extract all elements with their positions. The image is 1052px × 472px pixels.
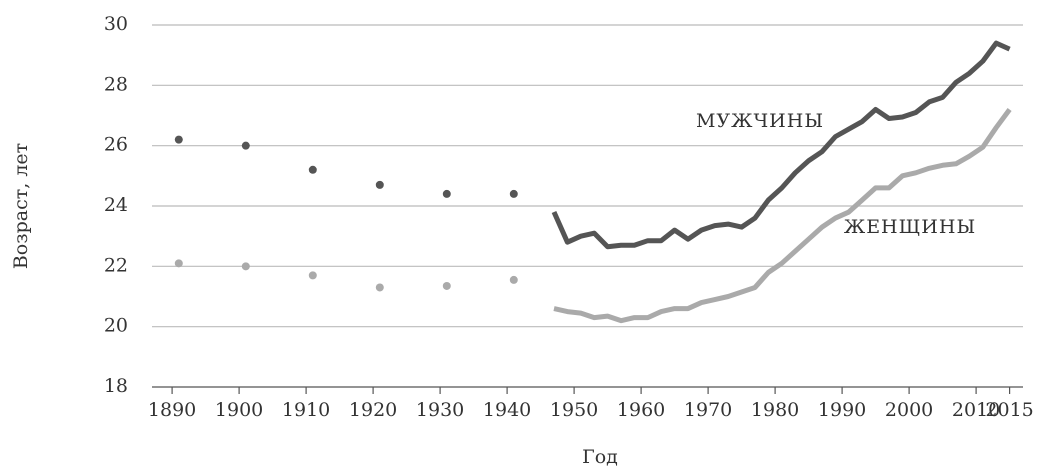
x-tick-label: 1890 — [148, 399, 196, 421]
x-tick-label: 1900 — [215, 399, 263, 421]
y-axis-label: Возраст, лет — [10, 143, 32, 269]
point — [241, 141, 250, 150]
series-label: МУЖЧИНЫ — [696, 110, 824, 132]
y-tick-label: 22 — [104, 254, 128, 276]
point — [174, 259, 183, 268]
point — [308, 165, 317, 174]
x-tick-label: 1990 — [818, 399, 866, 421]
y-tick-label: 26 — [104, 134, 128, 156]
y-tick-label: 20 — [104, 315, 128, 337]
y-tick-label: 28 — [104, 73, 128, 95]
point — [241, 262, 250, 271]
x-tick-label: 2015 — [985, 399, 1033, 421]
x-tick-label: 1940 — [483, 399, 531, 421]
x-tick-label: 2000 — [885, 399, 933, 421]
point — [375, 180, 384, 189]
y-tick-label: 30 — [104, 13, 128, 35]
x-tick-label: 1930 — [416, 399, 464, 421]
x-tick-label: 1950 — [550, 399, 598, 421]
line — [551, 40, 1011, 250]
x-axis-label: Год — [582, 446, 618, 468]
x-tick-label: 1910 — [282, 399, 330, 421]
y-tick-label: 24 — [104, 194, 128, 216]
x-tick-label: 1960 — [617, 399, 665, 421]
point — [509, 189, 518, 198]
x-tick-label: 1970 — [684, 399, 732, 421]
y-tick-label: 18 — [104, 375, 128, 397]
point — [174, 135, 183, 144]
point — [375, 283, 384, 292]
point — [442, 281, 451, 290]
point — [308, 271, 317, 280]
point — [509, 275, 518, 284]
point — [442, 189, 451, 198]
x-tick-label: 1920 — [349, 399, 397, 421]
x-tick-label: 2010 — [952, 399, 1000, 421]
line — [553, 107, 1012, 324]
series-label: ЖЕНЩИНЫ — [844, 216, 976, 238]
x-tick-label: 1980 — [751, 399, 799, 421]
